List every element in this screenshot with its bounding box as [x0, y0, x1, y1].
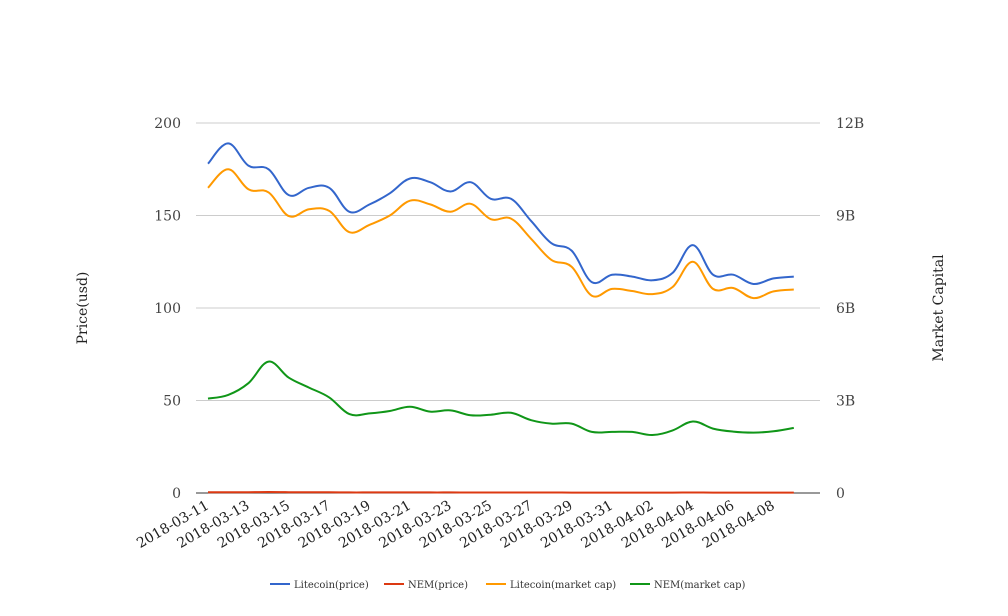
legend-label: Litecoin(market cap): [510, 580, 616, 591]
legend-item[interactable]: NEM(market cap): [630, 580, 746, 591]
legend-item[interactable]: NEM(price): [384, 580, 468, 591]
left-y-axis-title: Price(usd): [75, 272, 91, 345]
series-line-nem-price: [208, 491, 794, 494]
right-y-tick-label: 9B: [836, 209, 855, 225]
legend-label: Litecoin(price): [294, 580, 369, 591]
legend-label: NEM(market cap): [654, 580, 746, 591]
gridlines: [196, 122, 820, 401]
series-lines: [207, 142, 794, 494]
left-y-tick-label: 0: [172, 486, 181, 502]
x-axis-ticks: 2018-03-112018-03-132018-03-152018-03-17…: [134, 498, 778, 552]
legend-item[interactable]: Litecoin(market cap): [486, 580, 616, 591]
right-y-axis-title: Market Capital: [931, 254, 947, 362]
right-y-tick-label: 3B: [836, 394, 855, 410]
right-y-axis-ticks: 0 3B 6B 9B 12B: [836, 116, 864, 502]
legend-label: NEM(price): [408, 580, 468, 591]
legend-item[interactable]: Litecoin(price): [270, 580, 369, 591]
left-y-tick-label: 200: [154, 116, 181, 132]
right-y-tick-label: 6B: [836, 301, 855, 317]
series-line-litecoin-price: [207, 142, 794, 286]
right-y-tick-label: 0: [836, 486, 845, 502]
left-y-tick-label: 100: [154, 301, 181, 317]
series-line-nem-market-cap: [207, 360, 794, 437]
series-line-litecoin-market-cap: [207, 168, 794, 300]
right-y-tick-label: 12B: [836, 116, 864, 132]
left-y-axis-ticks: 0 50 100 150 200: [154, 116, 181, 502]
legend: Litecoin(price) NEM(price) Litecoin(market…: [270, 580, 746, 591]
left-y-tick-label: 50: [163, 394, 181, 410]
left-y-tick-label: 150: [154, 209, 181, 225]
